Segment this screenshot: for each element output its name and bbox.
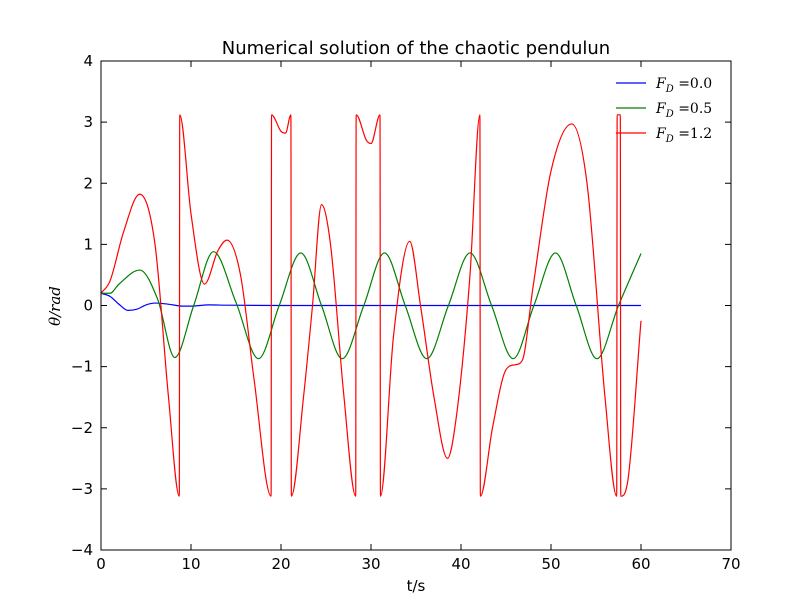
legend-label: FD =0.5 [655,101,712,120]
legend-label: FD =1.2 [655,126,712,145]
y-tick-label: −3 [71,480,93,498]
x-tick-label: 50 [541,555,560,573]
x-tick-label: 40 [451,555,470,573]
x-tick-label: 30 [361,555,380,573]
y-tick-label: −4 [71,541,93,559]
plot-frame [100,60,732,551]
y-tick-label: 1 [83,235,93,253]
y-axis-label: θ/rad [46,286,64,326]
legend-label: FD =0.0 [655,76,712,95]
chart-title: Numerical solution of the chaotic pendul… [222,38,610,59]
x-tick-label: 70 [721,555,740,573]
x-tick-label: 0 [96,555,106,573]
data-line [100,114,642,497]
x-tick-label: 10 [181,555,200,573]
data-line [100,251,642,360]
y-tick-label: −2 [71,419,93,437]
y-tick-label: 0 [83,297,93,315]
x-tick-label: 20 [271,555,290,573]
y-tick-label: 4 [83,52,93,70]
y-tick-label: −1 [71,358,93,376]
x-tick-label: 60 [631,555,650,573]
y-tick-label: 2 [83,174,93,192]
y-tick-label: 3 [83,113,93,131]
x-axis-label: t/s [407,577,426,595]
data-line [100,292,641,311]
